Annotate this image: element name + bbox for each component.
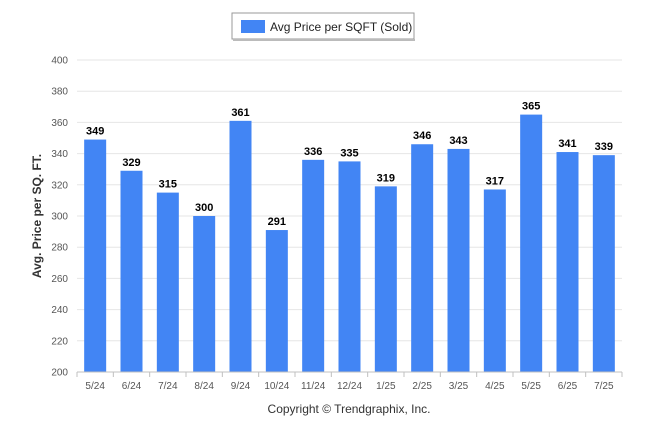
bar xyxy=(374,186,397,372)
legend-swatch xyxy=(241,20,265,33)
x-tick-label: 9/24 xyxy=(231,381,251,392)
bar xyxy=(338,161,361,372)
x-tick-label: 11/24 xyxy=(301,381,326,392)
y-tick-label: 260 xyxy=(51,274,68,285)
bar xyxy=(120,170,143,372)
y-tick-label: 280 xyxy=(51,243,68,254)
bar xyxy=(447,148,470,372)
data-label: 341 xyxy=(558,138,576,150)
legend: Avg Price per SQFT (Sold) xyxy=(231,12,415,41)
x-axis-ticks: 5/24 6/24 7/24 8/24 9/24 10/24 11/24 12/24 1/25 2… xyxy=(76,372,623,392)
y-axis-label: Avg. Price per SQ. FT. xyxy=(30,154,44,278)
copyright-footer: Copyright © Trendgraphix, Inc. xyxy=(268,402,431,416)
y-axis-ticks: 200 220 240 260 280 300 320 340 360 380 400 xyxy=(51,56,68,379)
bar xyxy=(592,155,615,372)
x-tick-label: 6/25 xyxy=(558,381,578,392)
y-tick-label: 200 xyxy=(51,368,68,379)
data-label: 361 xyxy=(231,107,249,119)
y-tick-label: 300 xyxy=(51,212,68,223)
bar xyxy=(265,230,288,372)
bar xyxy=(302,159,325,372)
data-label: 315 xyxy=(159,179,177,191)
data-label: 300 xyxy=(195,202,213,214)
data-label: 329 xyxy=(122,157,140,169)
data-label: 335 xyxy=(340,147,358,159)
data-label: 291 xyxy=(268,216,286,228)
y-tick-label: 340 xyxy=(51,149,68,160)
bar xyxy=(156,192,179,372)
data-label: 343 xyxy=(449,135,467,147)
x-tick-label: 2/25 xyxy=(412,381,432,392)
data-label: 317 xyxy=(486,175,504,187)
bar xyxy=(84,139,107,372)
data-label: 346 xyxy=(413,130,431,142)
y-tick-label: 240 xyxy=(51,305,68,316)
x-tick-label: 7/24 xyxy=(158,381,178,392)
x-tick-label: 1/25 xyxy=(376,381,396,392)
data-label: 365 xyxy=(522,101,540,113)
x-tick-label: 5/25 xyxy=(521,381,541,392)
x-tick-label: 12/24 xyxy=(337,381,362,392)
y-tick-label: 380 xyxy=(51,87,68,98)
bar xyxy=(411,144,434,372)
x-tick-label: 10/24 xyxy=(264,381,289,392)
x-tick-label: 5/24 xyxy=(85,381,105,392)
bar xyxy=(229,120,252,372)
x-tick-label: 4/25 xyxy=(485,381,505,392)
bars: 349 329 315 300 361 291 336 335 319 346 343 317 365 3… xyxy=(84,101,615,372)
bar xyxy=(483,189,506,372)
data-label: 336 xyxy=(304,146,322,158)
bar xyxy=(193,216,216,372)
data-label: 349 xyxy=(86,126,104,138)
legend-label: Avg Price per SQFT (Sold) xyxy=(270,20,412,34)
x-tick-label: 6/24 xyxy=(122,381,142,392)
y-tick-label: 320 xyxy=(51,180,68,191)
data-label: 319 xyxy=(377,172,395,184)
bar xyxy=(556,152,579,372)
x-tick-label: 7/25 xyxy=(594,381,614,392)
bar xyxy=(520,114,543,372)
x-tick-label: 3/25 xyxy=(449,381,469,392)
y-tick-label: 400 xyxy=(51,56,68,67)
y-tick-label: 360 xyxy=(51,118,68,129)
x-tick-label: 8/24 xyxy=(194,381,214,392)
y-tick-label: 220 xyxy=(51,336,68,347)
data-label: 339 xyxy=(595,141,613,153)
